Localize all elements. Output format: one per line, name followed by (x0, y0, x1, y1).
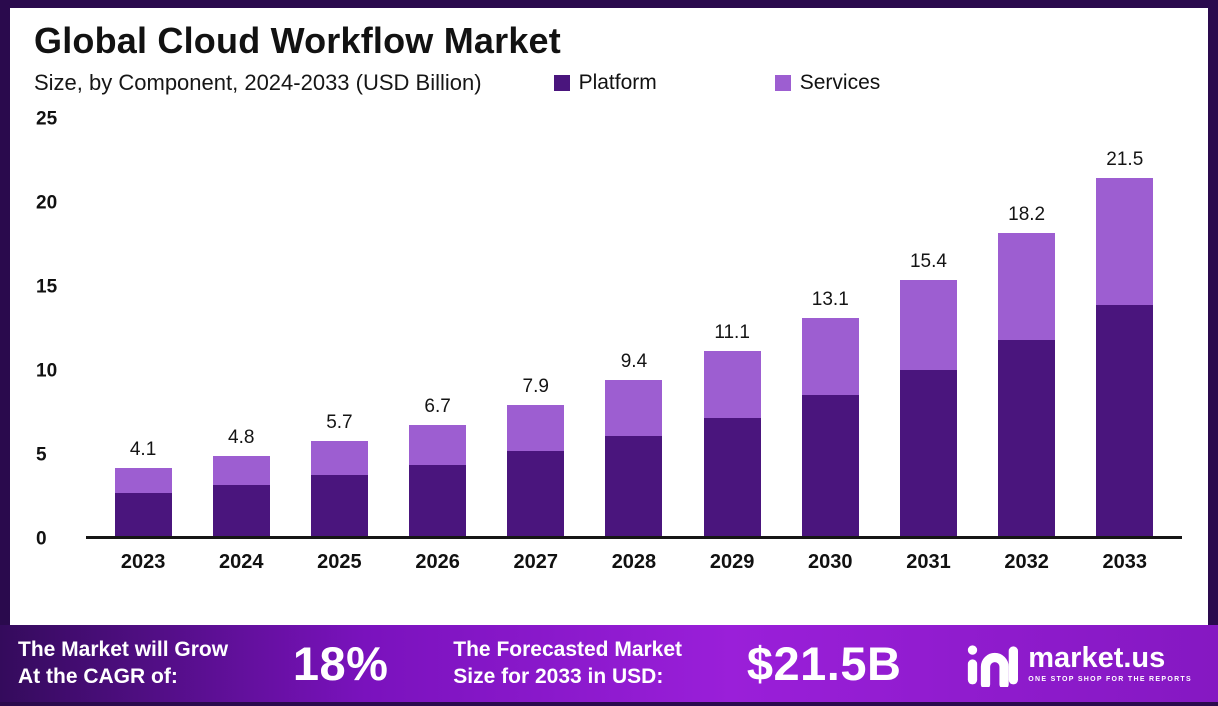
bar-segment-services (310, 441, 368, 475)
y-axis-tick: 25 (36, 108, 58, 130)
bar-segment-platform (998, 339, 1056, 537)
forecast-label-line2: Size for 2033 in USD: (453, 664, 664, 688)
legend-item-services: Services (774, 71, 881, 95)
bar-segment-services (605, 379, 663, 437)
bar-total-label: 4.1 (129, 439, 157, 461)
bar-segment-platform (310, 474, 368, 537)
bar-2032: 18.2 (998, 119, 1056, 537)
x-axis-label: 2026 (415, 551, 460, 574)
legend-label-platform: Platform (578, 71, 657, 95)
forecast-label-line1: The Forecasted Market (453, 638, 683, 662)
chart-card: Global Cloud Workflow Market Size, by Co… (10, 8, 1208, 625)
bar-2030: 13.1 (801, 119, 859, 537)
market-us-logo-text-wrap: market.us ONE STOP SHOP FOR THE REPORTS (1028, 642, 1192, 684)
y-axis: 0 5 10 15 20 25 (34, 110, 86, 549)
legend-label-services: Services (799, 71, 881, 95)
bar-total-label: 18.2 (1008, 203, 1046, 225)
bar-total-label: 4.8 (228, 427, 255, 449)
bar-2029: 11.1 (703, 119, 761, 537)
bar-2033: 21.5 (1096, 119, 1154, 537)
x-axis-label: 2023 (120, 551, 166, 574)
y-axis-tick: 0 (36, 528, 47, 550)
bar-segment-services (801, 317, 859, 395)
x-axis-label: 2025 (317, 551, 362, 574)
x-axis-label: 2031 (906, 551, 951, 574)
chart-area: 0 5 10 15 20 25 4.1 4.8 5.7 6.7 7.9 9.4 11.1 13.1 15.… (34, 110, 1182, 574)
bar-total-label: 9.4 (620, 350, 648, 372)
market-us-logo-text: market.us (1028, 642, 1166, 674)
cagr-label: The Market will Grow At the CAGR of: (18, 637, 228, 690)
bar-total-label: 6.7 (424, 395, 451, 417)
x-axis-labels: 2023 2024 2025 2026 2027 2028 2029 2030 2031 2032… (86, 551, 1182, 574)
bar-total-label: 11.1 (714, 322, 750, 344)
bar-segment-services (1096, 177, 1154, 305)
bar-total-label: 7.9 (522, 375, 549, 397)
plot-wrap: 4.1 4.8 5.7 6.7 7.9 9.4 11.1 13.1 15.4 18.2 21.5 2… (86, 119, 1182, 574)
bar-2026: 6.7 (409, 119, 467, 537)
x-axis-label: 2027 (513, 551, 559, 574)
page-title: Global Cloud Workflow Market (34, 20, 561, 61)
bars-row: 4.1 4.8 5.7 6.7 7.9 9.4 11.1 13.1 15.4 18.2 21.5 (86, 119, 1182, 537)
chart-legend: Platform Services (553, 71, 881, 95)
forecast-label: The Forecasted Market Size for 2033 in U… (453, 637, 682, 690)
bar-segment-platform (605, 436, 663, 537)
chart-subtitle: Size, by Component, 2024-2033 (USD Billi… (34, 70, 482, 96)
cagr-label-line2: At the CAGR of: (18, 664, 178, 688)
bar-segment-services (114, 468, 172, 494)
bar-segment-services (899, 279, 957, 370)
bar-2031: 15.4 (899, 119, 957, 537)
y-axis-tick: 20 (36, 192, 58, 214)
market-us-logo-icon (968, 644, 1019, 687)
cagr-label-line1: The Market will Grow (18, 638, 229, 662)
bar-total-label: 5.7 (326, 412, 353, 434)
bar-segment-platform (507, 451, 565, 537)
footer-banner: The Market will Grow At the CAGR of: 18%… (0, 625, 1218, 702)
bar-segment-platform (801, 394, 859, 537)
bar-segment-platform (212, 484, 270, 537)
y-axis-tick: 15 (36, 276, 58, 298)
x-axis-label: 2029 (709, 551, 755, 574)
bar-total-label: 21.5 (1106, 148, 1144, 170)
bar-segment-services (998, 232, 1056, 340)
bar-segment-platform (1096, 304, 1154, 537)
bar-segment-services (212, 456, 270, 485)
platform-swatch-icon (553, 75, 570, 92)
bar-segment-platform (114, 493, 172, 537)
forecast-value: $21.5B (746, 637, 902, 690)
market-us-logo-tagline: ONE STOP SHOP FOR THE REPORTS (1028, 676, 1192, 683)
bar-2028: 9.4 (605, 119, 663, 537)
bar-segment-platform (703, 417, 761, 537)
bar-segment-services (409, 424, 467, 465)
bar-segment-services (703, 351, 761, 418)
x-axis-label: 2024 (219, 551, 264, 574)
x-axis-label: 2033 (1102, 551, 1148, 574)
bar-total-label: 15.4 (909, 250, 947, 272)
bar-segment-platform (899, 369, 957, 537)
bar-2024: 4.8 (212, 119, 270, 537)
bar-segment-services (507, 404, 565, 452)
market-us-logo: market.us ONE STOP SHOP FOR THE REPORTS (966, 641, 1192, 687)
x-axis-label: 2032 (1004, 551, 1049, 574)
services-swatch-icon (774, 75, 791, 92)
bar-2027: 7.9 (507, 119, 565, 537)
bar-total-label: 13.1 (811, 289, 849, 311)
cagr-value: 18% (292, 637, 389, 690)
bar-2023: 4.1 (114, 119, 172, 537)
bar-2025: 5.7 (310, 119, 368, 537)
legend-item-platform: Platform (553, 71, 657, 95)
x-axis-label: 2028 (611, 551, 657, 574)
y-axis-tick: 5 (36, 444, 47, 466)
y-axis-tick: 10 (36, 360, 58, 382)
x-axis-label: 2030 (808, 551, 853, 574)
header-row: Size, by Component, 2024-2033 (USD Billi… (34, 67, 1182, 99)
plot-area: 4.1 4.8 5.7 6.7 7.9 9.4 11.1 13.1 15.4 18.2 21.5 (86, 119, 1182, 540)
bar-segment-platform (409, 464, 467, 537)
